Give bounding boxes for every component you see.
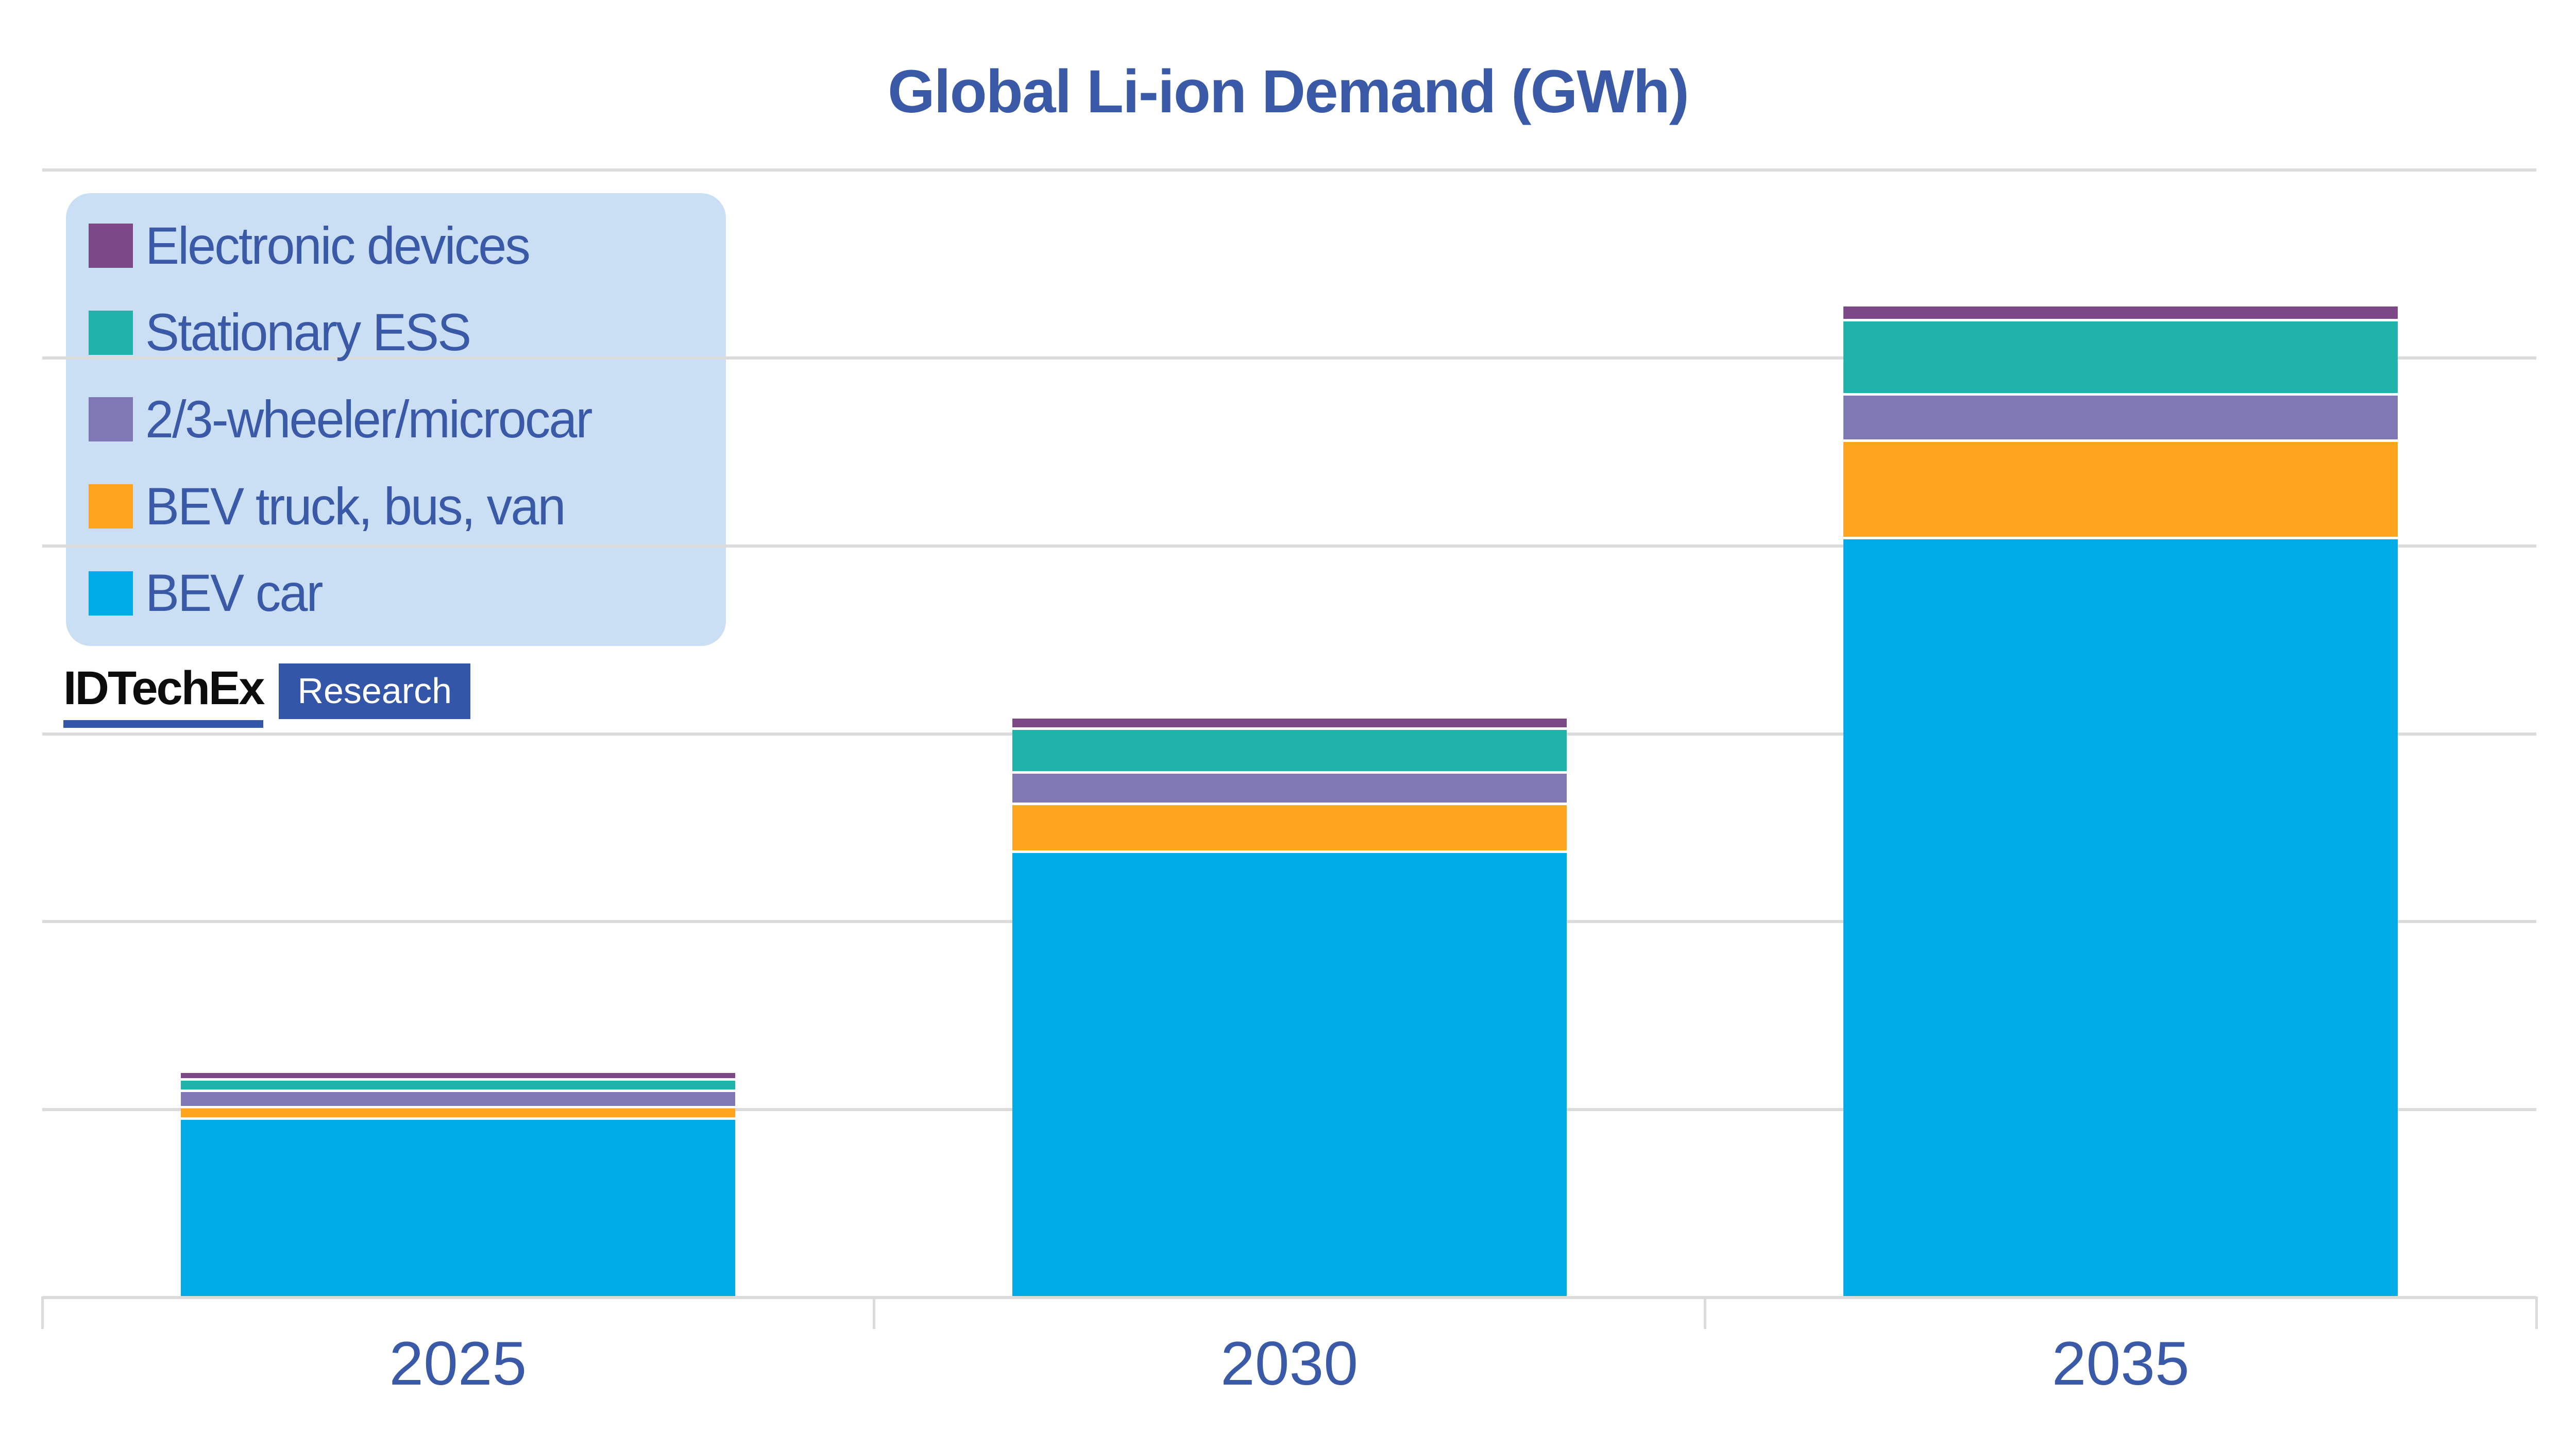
research-badge: Research: [279, 663, 471, 719]
legend-item-bev-truck-bus-van: BEV truck, bus, van: [66, 465, 726, 548]
bar-2030-segment-bev-car: [1012, 853, 1567, 1296]
bar-2025-segment-bev-truck-bus-van: [180, 1108, 735, 1118]
bar-2025-segment-electronic-devices: [180, 1073, 735, 1078]
idtechex-wordmark-block: IDTechEx: [63, 662, 265, 728]
x-axis-line: [42, 1296, 2536, 1299]
legend-label: BEV truck, bus, van: [145, 476, 566, 536]
legend-swatch-bev-car: [89, 571, 133, 616]
bar-2030-segment-2-3-wheeler-microcar: [1012, 774, 1567, 803]
bar-2025-segment-bev-car: [180, 1120, 735, 1296]
legend-item-stationary-ess: Stationary ESS: [66, 292, 726, 374]
legend-swatch-bev-truck-bus-van: [89, 484, 133, 529]
bar-2035-segment-bev-truck-bus-van: [1843, 442, 2398, 537]
gridline: [42, 544, 2536, 548]
axis-tick: [1704, 1297, 1707, 1329]
legend-item-electronic-devices: Electronic devices: [66, 204, 726, 287]
bar-2030-segment-bev-truck-bus-van: [1012, 805, 1567, 851]
axis-tick: [872, 1297, 875, 1329]
bar-2035-segment-bev-car: [1843, 539, 2398, 1296]
bar-2035-segment-electronic-devices: [1843, 306, 2398, 319]
legend-item-bev-car: BEV car: [66, 552, 726, 635]
axis-tick: [41, 1297, 44, 1329]
legend-background: [66, 193, 726, 646]
legend-label: BEV car: [145, 564, 323, 623]
bar-2025-segment-2-3-wheeler-microcar: [180, 1092, 735, 1106]
x-tick-label-2030: 2030: [1221, 1329, 1358, 1398]
legend-swatch-electronic-devices: [89, 224, 133, 268]
legend-swatch-stationary-ess: [89, 310, 133, 355]
legend: Electronic devices Stationary ESS 2/3-whee…: [66, 193, 726, 646]
legend-label: Electronic devices: [145, 216, 531, 275]
legend-label: 2/3-wheeler/microcar: [145, 389, 592, 449]
axis-tick: [2535, 1297, 2538, 1329]
chart-title: Global Li-ion Demand (GWh): [888, 58, 1689, 126]
legend-item-2-3-wheeler-microcar: 2/3-wheeler/microcar: [66, 378, 726, 461]
logo-underline-bar: [63, 720, 264, 728]
idtechex-logo: IDTechEx Research: [63, 662, 471, 728]
bar-2025-segment-stationary-ess: [180, 1080, 735, 1090]
legend-label: Stationary ESS: [145, 303, 471, 362]
bar-2035-segment-stationary-ess: [1843, 321, 2398, 393]
x-tick-label-2035: 2035: [2052, 1329, 2190, 1398]
bar-2035-segment-2-3-wheeler-microcar: [1843, 395, 2398, 440]
gridline: [42, 356, 2536, 360]
legend-swatch-2-3-wheeler-microcar: [89, 397, 133, 442]
x-tick-label-2025: 2025: [389, 1329, 527, 1398]
bar-2030-segment-electronic-devices: [1012, 719, 1567, 728]
bar-2030-segment-stationary-ess: [1012, 730, 1567, 772]
gridline: [42, 168, 2536, 172]
idtechex-wordmark: IDTechEx: [63, 662, 265, 714]
